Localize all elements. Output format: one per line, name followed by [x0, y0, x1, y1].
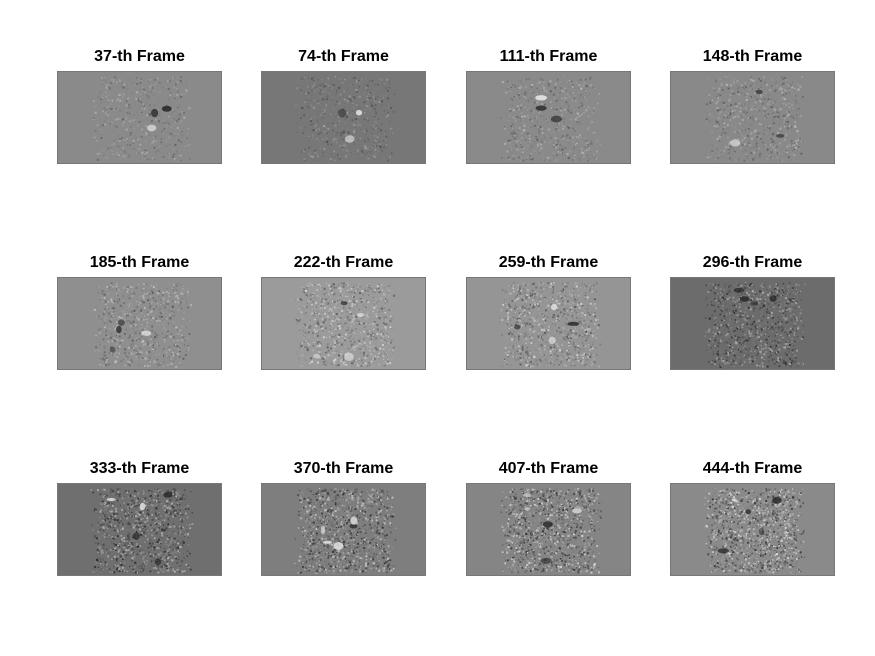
- frame-image: [57, 71, 222, 164]
- frame-title: 222-th Frame: [293, 254, 394, 271]
- frame-image: [261, 483, 426, 576]
- frame-noise-image: [262, 484, 425, 575]
- frame-image: [466, 483, 631, 576]
- frame-noise-image: [262, 278, 425, 369]
- frame-noise-image: [467, 278, 630, 369]
- frame-title: 259-th Frame: [498, 254, 599, 271]
- frame-title: 111-th Frame: [499, 48, 598, 65]
- frame-noise-image: [467, 484, 630, 575]
- frame-title: 333-th Frame: [89, 460, 190, 477]
- frame-title: 444-th Frame: [702, 460, 803, 477]
- frame-noise-image: [671, 72, 834, 163]
- frame-title: 185-th Frame: [89, 254, 190, 271]
- frame-noise-image: [58, 278, 221, 369]
- frame-noise-image: [671, 278, 834, 369]
- frame-noise-image: [467, 72, 630, 163]
- frame-noise-image: [671, 484, 834, 575]
- frame-noise-image: [262, 72, 425, 163]
- frame-image: [57, 483, 222, 576]
- frame-image: [57, 277, 222, 370]
- frame-noise-image: [58, 72, 221, 163]
- frame-title: 74-th Frame: [298, 48, 389, 65]
- frame-image: [261, 277, 426, 370]
- frame-image: [466, 71, 631, 164]
- frame-title: 407-th Frame: [498, 460, 599, 477]
- frame-image: [466, 277, 631, 370]
- frame-image: [261, 71, 426, 164]
- frame-title: 296-th Frame: [702, 254, 803, 271]
- frame-noise-image: [58, 484, 221, 575]
- frame-image: [670, 277, 835, 370]
- frame-title: 148-th Frame: [702, 48, 803, 65]
- frame-title: 37-th Frame: [94, 48, 185, 65]
- frame-image: [670, 71, 835, 164]
- frame-title: 370-th Frame: [293, 460, 394, 477]
- frame-image: [670, 483, 835, 576]
